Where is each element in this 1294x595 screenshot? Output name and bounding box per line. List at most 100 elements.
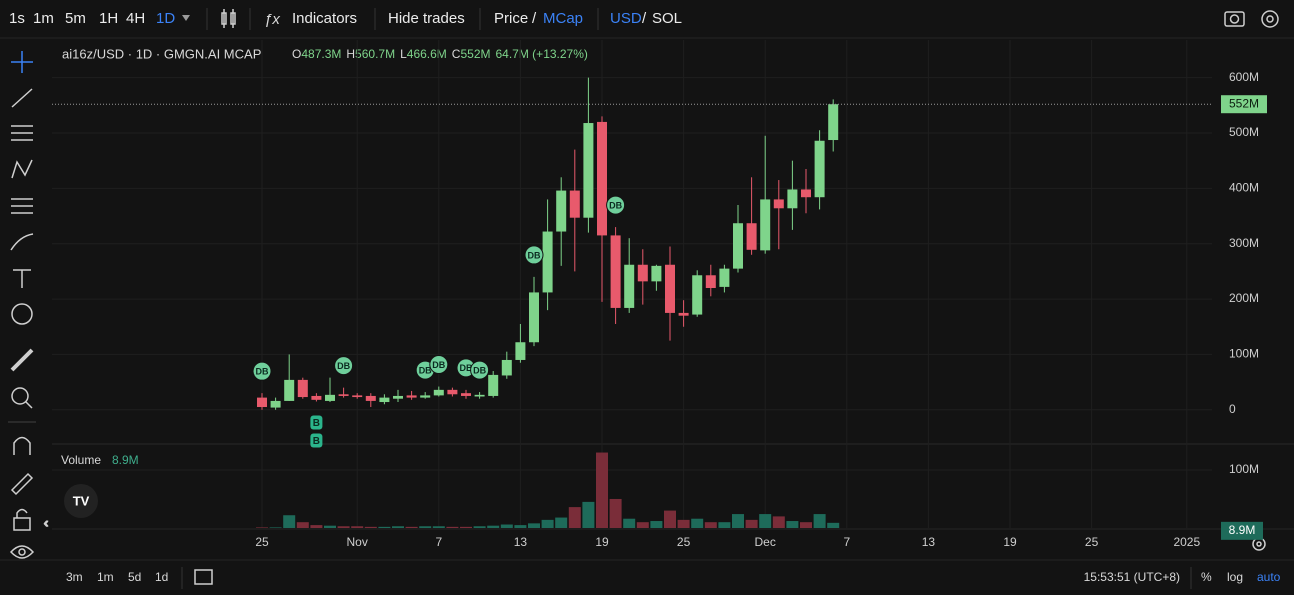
volume-bar	[541, 519, 554, 528]
x-tick-label: 19	[1003, 535, 1017, 549]
candle-body	[828, 104, 839, 141]
ruler-tool[interactable]	[10, 348, 34, 372]
zoom-tool[interactable]	[11, 387, 33, 409]
sol-toggle[interactable]: SOL	[652, 10, 682, 27]
interval[interactable]: 4H	[126, 10, 145, 27]
fib-tool[interactable]	[11, 198, 33, 214]
volume-bar	[664, 510, 676, 528]
range[interactable]: 1d	[155, 570, 168, 584]
interval-active[interactable]: 1D	[156, 10, 175, 27]
value: 466.6M	[407, 47, 447, 61]
interval[interactable]: 1s	[9, 10, 25, 27]
volume-bar	[473, 526, 486, 528]
x-tick-label: 13	[514, 535, 528, 549]
emoji-tool[interactable]	[11, 303, 33, 325]
candle-body	[488, 374, 499, 396]
candle-body	[433, 389, 444, 396]
volume-bar	[677, 519, 690, 528]
brush-tool[interactable]	[10, 233, 34, 251]
indicators-button[interactable]: Indicators	[292, 10, 357, 27]
price-toggle[interactable]: Price	[494, 10, 528, 27]
change: 64.7M (+13.27%)	[496, 47, 588, 61]
x-tick-label: 25	[1085, 535, 1099, 549]
volume-bar	[772, 516, 785, 528]
volume-bar	[813, 514, 826, 528]
x-tick-label: 7	[843, 535, 850, 549]
eye-tool[interactable]	[9, 545, 35, 559]
x-tick-label: 13	[922, 535, 936, 549]
candle-body	[447, 389, 458, 395]
usd-toggle[interactable]: USD	[610, 10, 642, 27]
interval[interactable]: 1H	[99, 10, 118, 27]
collapse-arrow[interactable]: ‹	[43, 515, 49, 531]
volume-bar	[460, 526, 472, 528]
candle-body	[338, 394, 349, 396]
x-tick-label: Dec	[755, 535, 776, 549]
volume-bar	[609, 498, 622, 528]
dropdown-arrow[interactable]	[182, 15, 190, 21]
volume-bar	[337, 526, 350, 528]
magnet-tool[interactable]	[13, 436, 31, 456]
candle-body	[760, 199, 771, 251]
last-price-box	[1221, 95, 1267, 114]
hide-trades-button[interactable]: Hide trades	[388, 10, 465, 27]
db-marker-label: DB	[473, 365, 486, 375]
slash: /	[642, 10, 647, 27]
candle-body	[733, 223, 743, 269]
label: O	[292, 47, 301, 61]
volume-bar	[283, 515, 296, 528]
tv-logo[interactable]	[64, 484, 98, 518]
volume-bar	[623, 518, 636, 528]
candle-icon[interactable]	[221, 9, 236, 28]
pattern-tool[interactable]	[11, 159, 33, 179]
candle-body	[365, 395, 376, 401]
volume-title: Volume	[61, 453, 101, 467]
y-tick-label: 600M	[1229, 70, 1259, 84]
volume-bar	[310, 525, 323, 528]
candle-body	[787, 189, 798, 209]
candle-body	[597, 121, 607, 236]
volume-bar	[446, 526, 459, 528]
db-marker-label: DB	[337, 361, 350, 371]
label: L	[400, 47, 407, 61]
candle-body	[461, 393, 471, 396]
lines-tool[interactable]	[11, 125, 33, 141]
interval[interactable]: 1m	[33, 10, 54, 27]
line-tool[interactable]	[11, 88, 33, 108]
camera-icon[interactable]	[1224, 11, 1245, 27]
candle-body	[556, 190, 567, 232]
value: 560.7M	[355, 47, 395, 61]
db-marker	[429, 355, 449, 375]
candle-body	[610, 235, 621, 308]
volume-bar	[800, 522, 812, 528]
y-tick-label: 100M	[1229, 347, 1259, 361]
log-toggle[interactable]: log	[1227, 570, 1243, 584]
candle-body	[352, 395, 363, 398]
lock-tool[interactable]	[13, 508, 31, 531]
date-range-icon[interactable]	[194, 569, 213, 585]
range[interactable]: 5d	[128, 570, 141, 584]
candle-body	[651, 265, 662, 282]
db-marker	[606, 195, 626, 215]
mcap-toggle[interactable]: MCap	[543, 10, 583, 27]
candle-body	[583, 123, 594, 218]
percent-toggle[interactable]: %	[1201, 570, 1212, 584]
auto-toggle[interactable]: auto	[1257, 570, 1281, 584]
volume-bar	[487, 525, 500, 528]
legend: ai16z/USD · 1D · GMGN.AI MCAP O487.3M H56…	[61, 46, 588, 467]
lock-drawing-tool[interactable]	[10, 472, 34, 496]
text-tool[interactable]	[13, 269, 31, 288]
interval[interactable]: 5m	[65, 10, 86, 27]
candle-body	[719, 268, 730, 287]
range[interactable]: 3m	[66, 570, 83, 584]
fx-icon[interactable]: ƒx	[264, 11, 280, 28]
crosshair-tool[interactable]	[11, 51, 33, 73]
candle-body	[379, 397, 390, 403]
range[interactable]: 1m	[97, 570, 114, 584]
db-marker-label: DB	[419, 365, 432, 375]
candle-body	[515, 342, 526, 360]
settings-icon[interactable]	[1261, 10, 1279, 28]
db-marker-label: DB	[256, 367, 269, 377]
